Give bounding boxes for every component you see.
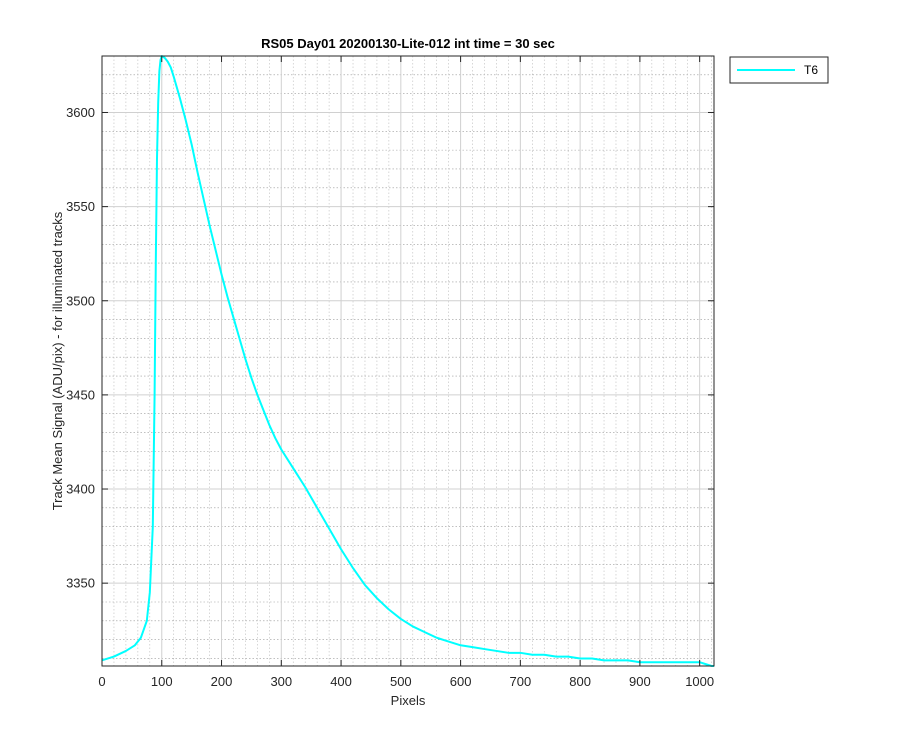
y-tick-label: 3550 <box>66 199 95 214</box>
x-tick-label: 400 <box>330 674 352 689</box>
y-tick-labels: 3350 3400 3450 3500 3550 3600 <box>66 105 95 591</box>
y-tick-label: 3500 <box>66 293 95 308</box>
x-tick-label: 600 <box>450 674 472 689</box>
x-tick-label: 300 <box>270 674 292 689</box>
x-tick-label: 200 <box>211 674 233 689</box>
series-layer <box>101 55 714 667</box>
x-tick-label: 100 <box>151 674 173 689</box>
x-tick-labels: 0 100 200 300 400 500 600 700 800 900 1000 <box>98 674 714 689</box>
y-tick-label: 3450 <box>66 387 95 402</box>
x-axis-label: Pixels <box>391 693 426 708</box>
y-tick-label: 3600 <box>66 105 95 120</box>
legend[interactable]: T6 <box>729 56 829 84</box>
chart-title: RS05 Day01 20200130-Lite-012 int time = … <box>261 36 555 51</box>
plot-area <box>102 56 714 666</box>
x-tick-label: 500 <box>390 674 412 689</box>
legend-label-t6: T6 <box>804 63 818 77</box>
y-tick-label: 3400 <box>66 482 95 497</box>
x-tick-label: 0 <box>98 674 105 689</box>
y-axis-label: Track Mean Signal (ADU/pix) - for illumi… <box>50 211 65 510</box>
plot-frame <box>101 55 715 667</box>
minor-grid <box>102 56 714 666</box>
x-tick-label: 900 <box>629 674 651 689</box>
x-tick-label: 1000 <box>685 674 714 689</box>
series-line-t6 <box>101 55 714 667</box>
x-tick-label: 700 <box>510 674 532 689</box>
ticks <box>101 56 714 666</box>
y-tick-label: 3350 <box>66 576 95 591</box>
x-tick-label: 800 <box>569 674 591 689</box>
